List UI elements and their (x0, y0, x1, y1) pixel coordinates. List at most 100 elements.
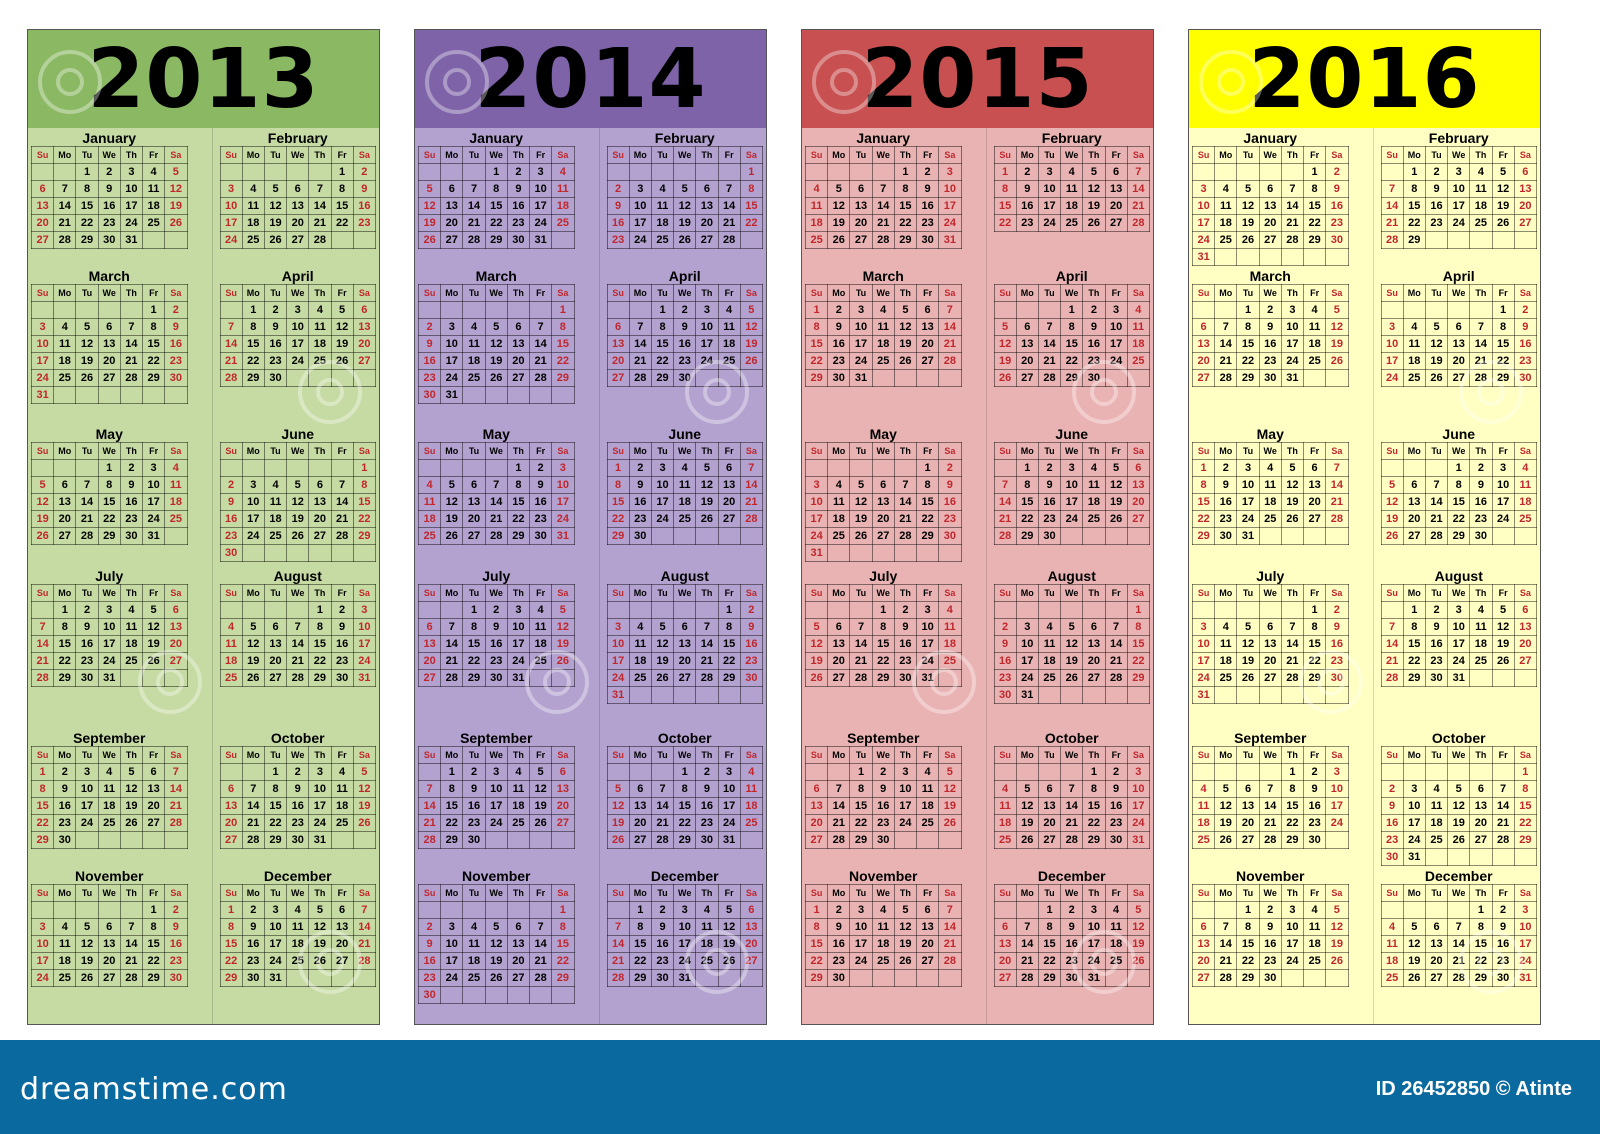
day-cell[interactable]: 4 (1037, 618, 1062, 636)
day-cell[interactable]: 26 (30, 527, 55, 545)
day-cell[interactable]: 15 (717, 635, 741, 653)
day-cell[interactable]: 11 (871, 318, 895, 336)
day-cell[interactable]: 28 (417, 831, 442, 849)
day-cell[interactable]: 26 (673, 231, 697, 249)
day-cell[interactable]: 26 (1214, 831, 1238, 849)
day-cell[interactable]: 22 (739, 214, 764, 232)
day-cell[interactable]: 26 (1082, 214, 1106, 232)
day-cell[interactable] (673, 163, 697, 181)
day-cell[interactable]: 21 (330, 510, 354, 528)
day-cell[interactable]: 24 (628, 231, 652, 249)
day-cell[interactable]: 29 (1015, 527, 1039, 545)
day-cell[interactable]: 15 (142, 335, 166, 353)
day-cell[interactable]: 19 (75, 952, 99, 970)
day-cell[interactable]: 14 (75, 493, 99, 511)
day-cell[interactable]: 10 (1513, 918, 1538, 936)
day-cell[interactable] (938, 969, 962, 987)
day-cell[interactable]: 12 (650, 635, 675, 653)
day-cell[interactable]: 9 (871, 780, 895, 798)
day-cell[interactable]: 27 (462, 527, 486, 545)
day-cell[interactable]: 28 (1104, 669, 1128, 687)
day-cell[interactable]: 26 (440, 527, 464, 545)
day-cell[interactable]: 18 (628, 652, 652, 670)
day-cell[interactable]: 15 (75, 197, 99, 215)
day-cell[interactable]: 17 (1380, 352, 1404, 370)
day-cell[interactable]: 23 (1258, 352, 1282, 370)
day-cell[interactable] (1082, 686, 1106, 704)
day-cell[interactable]: 29 (1402, 231, 1426, 249)
day-cell[interactable]: 12 (263, 197, 288, 215)
day-cell[interactable]: 4 (219, 618, 243, 636)
day-cell[interactable]: 7 (529, 318, 553, 336)
day-cell[interactable]: 9 (628, 476, 652, 494)
day-cell[interactable]: 4 (1469, 601, 1493, 619)
day-cell[interactable]: 16 (1214, 493, 1238, 511)
day-cell[interactable]: 20 (219, 814, 243, 832)
day-cell[interactable]: 30 (1060, 969, 1084, 987)
day-cell[interactable]: 1 (1015, 459, 1039, 477)
day-cell[interactable]: 5 (1424, 318, 1449, 336)
day-cell[interactable]: 19 (1491, 635, 1515, 653)
day-cell[interactable]: 24 (673, 952, 697, 970)
day-cell[interactable]: 1 (650, 301, 675, 319)
day-cell[interactable]: 20 (1469, 814, 1493, 832)
day-cell[interactable]: 5 (308, 901, 332, 919)
day-cell[interactable]: 14 (352, 918, 377, 936)
day-cell[interactable] (1447, 901, 1471, 919)
day-cell[interactable]: 25 (506, 814, 531, 832)
day-cell[interactable]: 27 (1037, 831, 1062, 849)
day-cell[interactable]: 10 (1082, 918, 1106, 936)
day-cell[interactable]: 2 (1258, 901, 1282, 919)
day-cell[interactable]: 11 (673, 476, 697, 494)
day-cell[interactable]: 16 (1258, 935, 1282, 953)
day-cell[interactable]: 28 (1380, 231, 1404, 249)
day-cell[interactable]: 16 (1258, 335, 1282, 353)
day-cell[interactable]: 3 (1447, 163, 1471, 181)
day-cell[interactable]: 28 (1325, 510, 1349, 528)
day-cell[interactable]: 29 (1236, 969, 1260, 987)
day-cell[interactable]: 17 (1191, 214, 1216, 232)
day-cell[interactable]: 8 (241, 318, 265, 336)
day-cell[interactable]: 4 (142, 163, 166, 181)
day-cell[interactable] (97, 301, 121, 319)
day-cell[interactable]: 21 (827, 814, 851, 832)
day-cell[interactable] (529, 669, 553, 687)
day-cell[interactable]: 24 (352, 652, 377, 670)
day-cell[interactable]: 9 (1424, 618, 1449, 636)
day-cell[interactable] (827, 163, 851, 181)
day-cell[interactable]: 15 (551, 935, 575, 953)
day-cell[interactable]: 3 (1191, 618, 1216, 636)
day-cell[interactable]: 13 (97, 935, 121, 953)
day-cell[interactable]: 28 (164, 814, 188, 832)
day-cell[interactable]: 14 (1469, 335, 1493, 353)
day-cell[interactable]: 11 (695, 918, 719, 936)
day-cell[interactable]: 2 (827, 301, 851, 319)
day-cell[interactable]: 17 (75, 797, 99, 815)
day-cell[interactable]: 23 (352, 214, 377, 232)
day-cell[interactable]: 30 (263, 369, 288, 387)
day-cell[interactable] (1402, 763, 1426, 781)
day-cell[interactable]: 12 (529, 780, 553, 798)
day-cell[interactable] (1380, 601, 1404, 619)
day-cell[interactable]: 24 (695, 352, 719, 370)
day-cell[interactable]: 15 (1060, 335, 1084, 353)
day-cell[interactable] (1037, 301, 1062, 319)
day-cell[interactable]: 13 (1191, 335, 1216, 353)
day-cell[interactable]: 23 (695, 814, 719, 832)
day-cell[interactable]: 2 (893, 601, 918, 619)
day-cell[interactable]: 29 (1469, 969, 1493, 987)
day-cell[interactable]: 11 (1258, 476, 1282, 494)
day-cell[interactable]: 26 (286, 527, 310, 545)
day-cell[interactable]: 16 (53, 797, 77, 815)
day-cell[interactable]: 25 (695, 952, 719, 970)
day-cell[interactable]: 4 (739, 763, 764, 781)
day-cell[interactable]: 23 (1015, 214, 1039, 232)
day-cell[interactable] (739, 686, 764, 704)
day-cell[interactable]: 10 (1191, 635, 1216, 653)
day-cell[interactable]: 21 (1491, 814, 1515, 832)
day-cell[interactable]: 11 (1126, 318, 1151, 336)
day-cell[interactable]: 8 (1513, 780, 1538, 798)
day-cell[interactable]: 1 (142, 301, 166, 319)
day-cell[interactable]: 5 (142, 601, 166, 619)
day-cell[interactable]: 14 (1491, 797, 1515, 815)
